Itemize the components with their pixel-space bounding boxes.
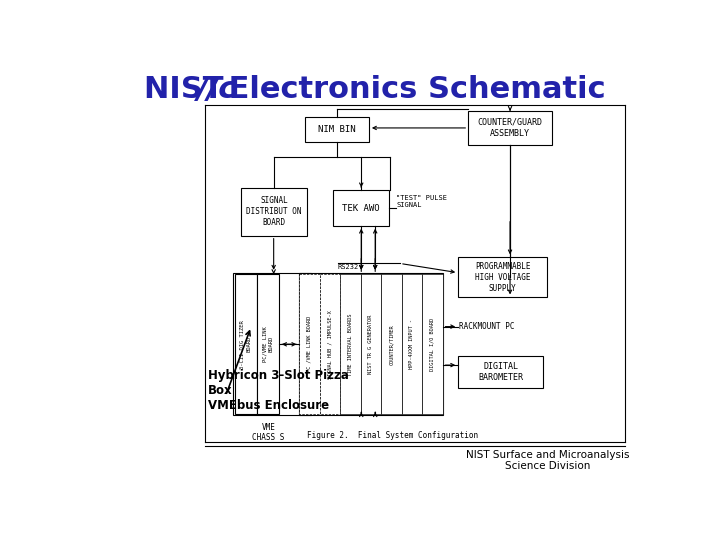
Bar <box>241 188 307 236</box>
Text: TEK AWO: TEK AWO <box>343 204 380 213</box>
Bar <box>233 273 311 415</box>
Text: Electronics Schematic: Electronics Schematic <box>218 75 606 104</box>
Bar <box>320 274 341 414</box>
Text: COUNTER/GUARD
ASSEMBLY: COUNTER/GUARD ASSEMBLY <box>477 118 543 138</box>
Text: Hybricon 3-Slot Pizza
Box
VMEbus Enclosure: Hybricon 3-Slot Pizza Box VMEbus Enclosu… <box>208 369 348 412</box>
Bar <box>341 274 361 414</box>
Bar <box>381 274 402 414</box>
Text: RACKMOUNT PC: RACKMOUNT PC <box>459 322 514 331</box>
Text: NIM BIN: NIM BIN <box>318 125 356 134</box>
Bar <box>458 356 544 388</box>
Text: "TEST" PULSE
SIGNAL: "TEST" PULSE SIGNAL <box>396 195 447 208</box>
Text: Figure 2.  Final System Configuration: Figure 2. Final System Configuration <box>307 430 478 440</box>
Bar <box>333 190 389 226</box>
Text: HPP-4XXM INPUT -: HPP-4XXM INPUT - <box>410 319 415 369</box>
Bar <box>258 274 279 414</box>
Text: COUNTER/TIMER: COUNTER/TIMER <box>389 324 394 365</box>
Text: NIST: NIST <box>144 75 235 104</box>
Text: PC/VME LINK
BOARD: PC/VME LINK BOARD <box>263 327 274 362</box>
Text: DIGITAL I/O BOARD: DIGITAL I/O BOARD <box>430 318 435 371</box>
Text: NIST TR G GENERATOR: NIST TR G GENERATOR <box>369 315 374 374</box>
Bar <box>458 257 547 298</box>
Text: VME
CHASS S: VME CHASS S <box>252 423 284 442</box>
Text: RS232: RS232 <box>338 264 359 269</box>
Bar <box>422 274 443 414</box>
Bar <box>361 274 381 414</box>
Text: DIGITAL
BAROMETER: DIGITAL BAROMETER <box>478 362 523 382</box>
Text: NIST Surface and Microanalysis
Science Division: NIST Surface and Microanalysis Science D… <box>466 450 629 471</box>
Bar <box>235 274 256 414</box>
Text: SIGNAL
DISTRIBUT ON
BOARD: SIGNAL DISTRIBUT ON BOARD <box>246 196 302 227</box>
Text: 3-CII DIG TIZER
BOARD: 3-CII DIG TIZER BOARD <box>240 320 251 369</box>
Text: PC /VME LINK BOARD: PC /VME LINK BOARD <box>307 316 312 373</box>
Bar <box>468 111 552 145</box>
Bar <box>402 274 422 414</box>
Bar <box>305 117 369 142</box>
Text: TIME INTERVAL BOARDS: TIME INTERVAL BOARDS <box>348 313 353 375</box>
Bar <box>300 273 443 415</box>
Bar <box>300 274 320 414</box>
Text: SIGNAL HUB / IMPULSE-X: SIGNAL HUB / IMPULSE-X <box>328 310 333 379</box>
Text: PROGRAMMABLE
HIGH VOLTAGE
SUPPLY: PROGRAMMABLE HIGH VOLTAGE SUPPLY <box>475 262 531 293</box>
Text: //c: //c <box>197 75 238 104</box>
